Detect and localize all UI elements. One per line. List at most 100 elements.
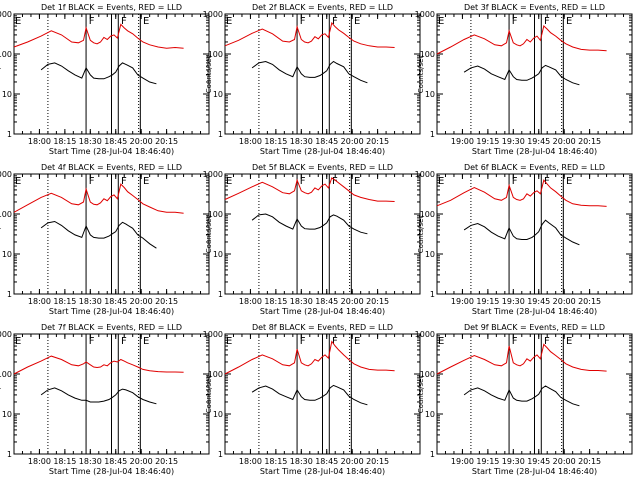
chart-title: Det 9f BLACK = Events, RED = LLD (464, 323, 605, 332)
chart-panel-8: Det 8f BLACK = Events, RED = LLD 1 10 100 10… (203, 323, 421, 476)
interval-marker-f: F (512, 336, 518, 347)
interval-marker-e: E (226, 176, 232, 187)
x-axis-label: Start Time (28-Jul-04 18:46:40) (472, 147, 597, 156)
chart-panel-2: Det 2f BLACK = Events, RED = LLD 1 10 100 10… (203, 3, 421, 156)
y-tick-label: 1000 (0, 330, 12, 339)
y-tick-label: 10 (425, 90, 435, 99)
x-tick-label: 20:00 (341, 297, 364, 306)
y-tick-label: 100 (208, 210, 223, 219)
interval-marker-e: E (143, 16, 149, 27)
x-tick-label: 18:00 (239, 457, 262, 466)
x-tick-label: 20:00 (553, 137, 576, 146)
x-tick-label: 18:00 (28, 137, 51, 146)
x-tick-label: 20:00 (341, 137, 364, 146)
interval-marker-e: E (566, 16, 572, 27)
x-tick-label: 18:45 (315, 137, 338, 146)
x-tick-label: 19:15 (476, 137, 499, 146)
interval-marker-f: F (89, 336, 95, 347)
series-lld-line (224, 177, 395, 202)
y-tick-label: 10 (2, 410, 12, 419)
series-lld-line (224, 340, 395, 375)
chart-title: Det 8f BLACK = Events, RED = LLD (252, 323, 393, 332)
x-tick-label: 20:15 (578, 297, 601, 306)
interval-marker-f: F (300, 16, 306, 27)
y-axis-label: Counts/sec (417, 375, 425, 414)
interval-marker-e: E (438, 336, 444, 347)
interval-marker-e: E (15, 16, 21, 27)
interval-marker-f: F (300, 336, 306, 347)
y-tick-label: 1000 (203, 330, 223, 339)
x-tick-label: 19:45 (527, 137, 550, 146)
y-tick-label: 1000 (415, 10, 435, 19)
y-axis-label: Counts/sec (205, 215, 213, 254)
series-lld-line (13, 355, 184, 375)
series-events-line (251, 384, 368, 406)
x-tick-label: 20:15 (155, 297, 178, 306)
y-tick-label: 100 (208, 50, 223, 59)
y-axis-label: Counts/sec (0, 55, 2, 94)
y-axis-label: Counts/sec (205, 55, 213, 94)
series-events-line (251, 213, 368, 235)
interval-marker-f: F (121, 336, 127, 347)
series-events-line (251, 60, 368, 84)
x-tick-label: 19:30 (502, 297, 525, 306)
chart-panel-5: Det 5f BLACK = Events, RED = LLD 1 10 100 10… (203, 163, 421, 316)
y-tick-label: 1000 (203, 170, 223, 179)
x-tick-label: 18:45 (315, 457, 338, 466)
interval-marker-f: F (512, 16, 518, 27)
y-tick-label: 1 (7, 130, 12, 139)
x-tick-label: 19:30 (502, 457, 525, 466)
interval-marker-e: E (566, 176, 572, 187)
y-tick-label: 10 (2, 250, 12, 259)
interval-marker-f: F (89, 176, 95, 187)
x-tick-label: 20:00 (553, 457, 576, 466)
y-tick-label: 100 (420, 370, 435, 379)
x-tick-label: 19:00 (451, 457, 474, 466)
x-tick-label: 18:15 (53, 137, 76, 146)
y-tick-label: 1 (430, 450, 435, 459)
interval-marker-e: E (143, 176, 149, 187)
x-tick-label: 20:15 (366, 137, 389, 146)
x-axis-label: Start Time (28-Jul-04 18:46:40) (260, 307, 385, 316)
x-tick-label: 20:15 (155, 137, 178, 146)
chart-panel-7: Det 7f BLACK = Events, RED = LLD 1 10 100 10… (0, 323, 210, 476)
x-tick-label: 18:45 (315, 297, 338, 306)
chart-title: Det 7f BLACK = Events, RED = LLD (41, 323, 182, 332)
x-tick-label: 20:15 (155, 457, 178, 466)
series-events-line (463, 64, 580, 86)
x-axis-label: Start Time (28-Jul-04 18:46:40) (49, 307, 174, 316)
x-tick-label: 20:15 (366, 457, 389, 466)
x-tick-label: 18:15 (264, 297, 287, 306)
interval-marker-e: E (354, 336, 360, 347)
x-tick-label: 20:00 (130, 137, 153, 146)
interval-marker-f: F (512, 176, 518, 187)
interval-marker-f: F (332, 176, 338, 187)
chart-panel-6: Det 6f BLACK = Events, RED = LLD 1 10 100 10… (415, 163, 633, 316)
interval-marker-e: E (438, 176, 444, 187)
y-tick-label: 10 (425, 410, 435, 419)
series-events-line (40, 387, 157, 405)
x-axis-label: Start Time (28-Jul-04 18:46:40) (49, 147, 174, 156)
x-tick-label: 20:15 (578, 457, 601, 466)
y-axis-label: Counts/sec (205, 375, 213, 414)
interval-marker-e: E (143, 336, 149, 347)
series-lld-line (436, 343, 607, 375)
interval-marker-f: F (332, 16, 338, 27)
y-tick-label: 1000 (0, 10, 12, 19)
x-tick-label: 18:15 (264, 457, 287, 466)
interval-marker-f: F (544, 176, 550, 187)
series-lld-line (224, 21, 395, 48)
x-tick-label: 18:45 (104, 297, 127, 306)
x-tick-label: 20:00 (130, 297, 153, 306)
chart-title: Det 2f BLACK = Events, RED = LLD (252, 3, 393, 12)
x-tick-label: 18:15 (264, 137, 287, 146)
x-tick-label: 18:30 (79, 457, 102, 466)
x-tick-label: 18:30 (290, 297, 313, 306)
interval-marker-e: E (226, 16, 232, 27)
chart-title: Det 6f BLACK = Events, RED = LLD (464, 163, 605, 172)
chart-title: Det 1f BLACK = Events, RED = LLD (41, 3, 182, 12)
series-events-line (463, 385, 580, 407)
interval-marker-e: E (566, 336, 572, 347)
x-tick-label: 18:15 (53, 457, 76, 466)
